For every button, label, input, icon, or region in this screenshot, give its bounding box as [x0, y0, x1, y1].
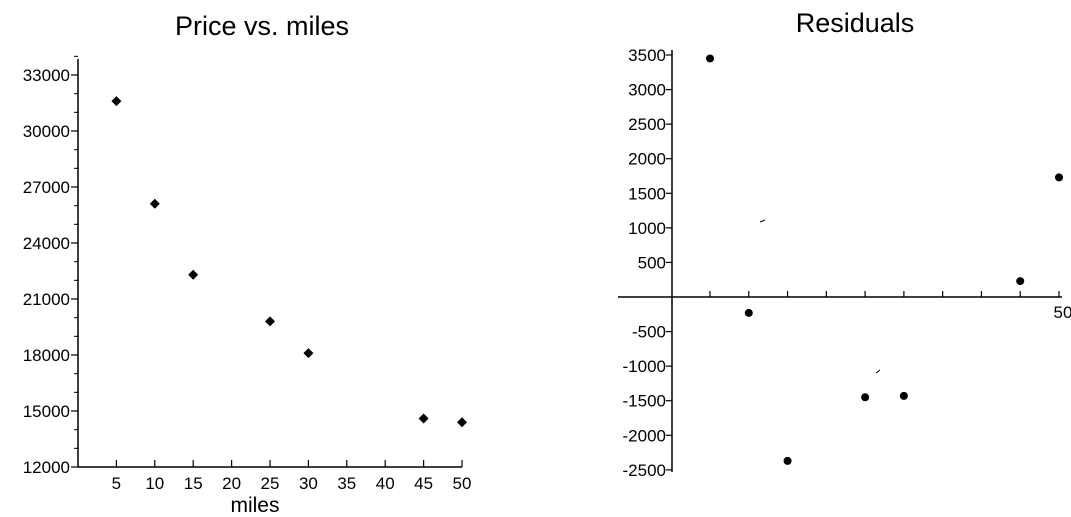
price-x-ticks: 5 10 15 20 25 30 35 40 45 50: [112, 460, 472, 493]
residual-point: [861, 393, 870, 402]
y-tick-label: -500: [632, 323, 666, 342]
y-tick-label: 27000: [23, 178, 70, 197]
price-data-points: [111, 96, 467, 428]
x-tick-label: 45: [414, 474, 433, 493]
y-tick-label: 2500: [628, 115, 666, 134]
x-tick-label: 50: [1054, 303, 1071, 322]
y-tick-label: 1500: [628, 184, 666, 203]
scan-speck: [759, 219, 766, 223]
y-tick-label: 24000: [23, 234, 70, 253]
x-tick-label: 30: [299, 474, 318, 493]
x-tick-label: 10: [145, 474, 164, 493]
x-tick-label: 5: [112, 474, 121, 493]
residuals-chart: Residuals 3500 3000 2500 2000 1500 1000 500 -50…: [618, 8, 1071, 480]
data-point: [457, 417, 467, 428]
data-point: [111, 96, 122, 107]
y-tick-label: -2500: [623, 461, 666, 480]
x-tick-label: 35: [337, 474, 356, 493]
price-y-ticks: 12000 15000 18000 21000 24000 27000 30000 33000: [23, 55, 78, 477]
data-point: [303, 348, 314, 359]
data-point: [188, 269, 199, 280]
y-tick-label: 3000: [628, 81, 666, 100]
y-tick-label: 18000: [23, 346, 70, 365]
residuals-x-ticks: 50: [709, 291, 1071, 322]
data-point: [265, 316, 275, 327]
residual-point: [1055, 173, 1063, 182]
y-tick-label: 12000: [23, 458, 70, 477]
y-tick-label: 33000: [23, 66, 70, 85]
y-tick-label: 1000: [628, 219, 666, 238]
residual-point: [783, 456, 792, 465]
y-tick-label: 21000: [23, 290, 70, 309]
residual-point: [744, 308, 753, 317]
y-tick-label: 30000: [23, 122, 70, 141]
y-tick-label: 15000: [23, 402, 70, 421]
y-tick-label: 500: [638, 253, 666, 272]
scan-speck: [875, 369, 881, 374]
price-x-axis-label: miles: [230, 494, 279, 517]
x-tick-label: 20: [222, 474, 241, 493]
y-tick-label: -1500: [623, 392, 666, 411]
data-point: [418, 413, 429, 424]
x-tick-label: 50: [453, 474, 472, 493]
y-tick-label: 2000: [628, 150, 666, 169]
y-tick-label: -2000: [623, 426, 666, 445]
residuals-y-ticks: 3500 3000 2500 2000 1500 1000 500 -500 -1000 -150…: [623, 46, 672, 480]
residuals-data-points: [706, 54, 1063, 465]
price-chart-title: Price vs. miles: [175, 11, 349, 41]
price-vs-miles-chart: Price vs. miles miles 12000 15000 18000 210…: [23, 11, 472, 517]
residual-point: [899, 391, 908, 400]
x-tick-label: 15: [184, 474, 203, 493]
data-point: [149, 198, 160, 209]
x-tick-label: 25: [261, 474, 280, 493]
x-tick-label: 40: [376, 474, 395, 493]
y-tick-label: 3500: [628, 46, 666, 65]
residual-point: [706, 54, 714, 63]
residuals-chart-title: Residuals: [796, 8, 915, 38]
residual-point: [1016, 277, 1025, 286]
y-tick-label: -1000: [623, 357, 666, 376]
